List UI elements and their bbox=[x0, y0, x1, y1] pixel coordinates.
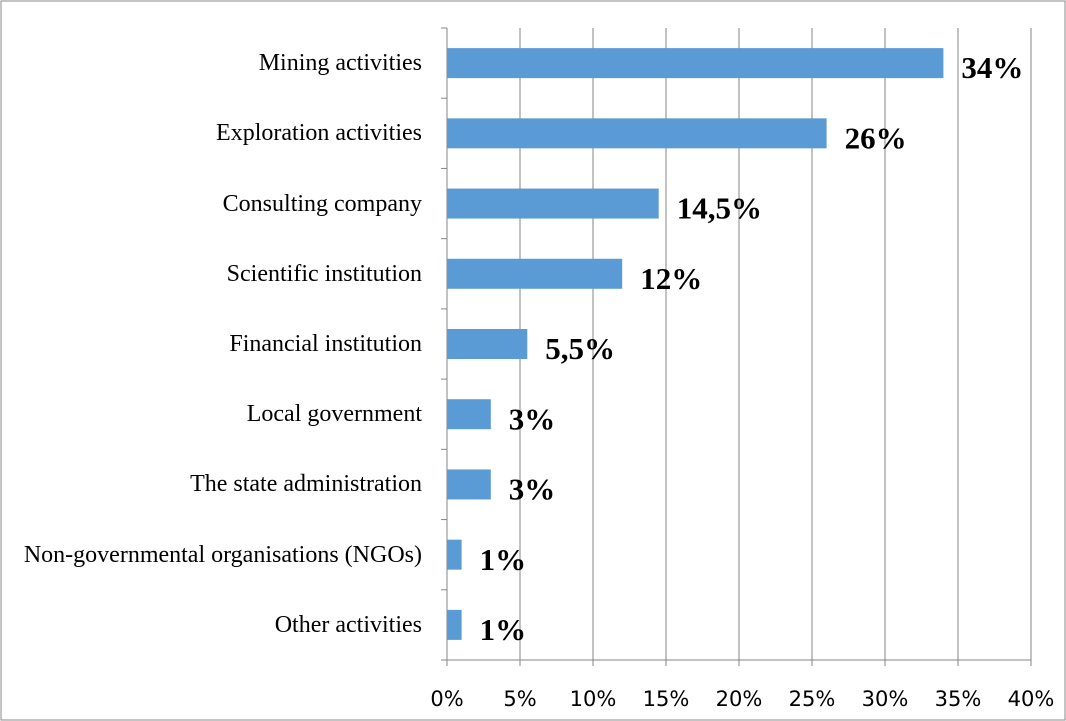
value-label: 12% bbox=[640, 261, 702, 296]
category-label: Non-governmental organisations (NGOs) bbox=[23, 541, 422, 568]
bar bbox=[447, 329, 528, 359]
x-tick-label: 10% bbox=[570, 687, 617, 711]
value-label: 5,5% bbox=[545, 331, 615, 366]
category-label: Financial institution bbox=[229, 331, 422, 357]
category-label: Mining activities bbox=[258, 50, 422, 77]
x-tick-label: 20% bbox=[716, 687, 763, 711]
x-tick-label: 35% bbox=[935, 687, 982, 711]
value-label: 1% bbox=[480, 612, 526, 647]
bar bbox=[447, 258, 623, 289]
bar bbox=[447, 188, 659, 219]
category-label: Other activities bbox=[274, 611, 422, 638]
bar bbox=[447, 118, 827, 149]
category-label: The state administration bbox=[190, 471, 422, 498]
x-tick-label: 25% bbox=[789, 687, 836, 711]
x-tick-label: 15% bbox=[643, 687, 690, 711]
x-tick-label: 0% bbox=[430, 687, 463, 711]
value-label: 3% bbox=[509, 472, 556, 507]
value-label: 1% bbox=[480, 542, 526, 577]
value-label: 34% bbox=[961, 50, 1023, 85]
value-label: 3% bbox=[509, 401, 556, 436]
value-label: 26% bbox=[845, 120, 907, 155]
category-label: Scientific institution bbox=[226, 260, 422, 287]
category-label: Local government bbox=[246, 401, 422, 428]
bar bbox=[447, 48, 944, 79]
bar bbox=[447, 609, 462, 640]
bar bbox=[447, 539, 462, 570]
value-label: 14,5% bbox=[677, 191, 762, 226]
x-tick-label: 40% bbox=[1008, 687, 1055, 711]
bar bbox=[447, 469, 491, 500]
x-tick-label: 30% bbox=[862, 687, 909, 711]
category-label: Exploration activities bbox=[216, 120, 422, 147]
x-tick-label: 5% bbox=[503, 687, 536, 711]
bar bbox=[447, 399, 491, 430]
category-label: Consulting company bbox=[222, 190, 422, 217]
